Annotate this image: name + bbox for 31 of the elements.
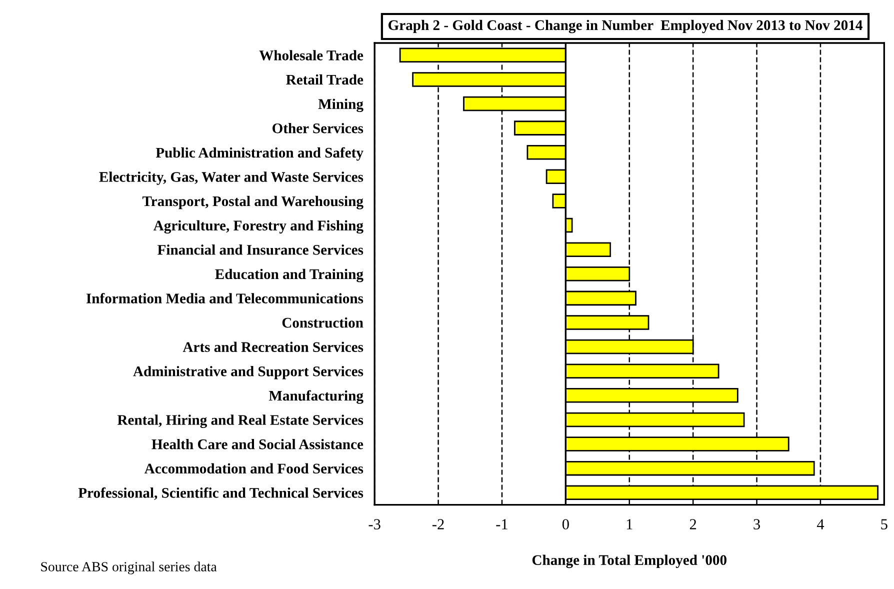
- x-tick-label: -2: [432, 519, 444, 530]
- y-tick-label: Manufacturing: [268, 390, 364, 404]
- y-tick-label: Mining: [318, 98, 364, 112]
- x-tick-label: -1: [496, 519, 508, 530]
- x-tick-label: 5: [881, 519, 888, 530]
- x-tick-label: 3: [754, 519, 760, 530]
- chart-title: Graph 2 - Gold Coast - Change in Number Employed Nov 2013 to Nov 2014: [388, 20, 862, 34]
- y-tick-label: Retail Trade: [286, 74, 364, 85]
- y-tick-label: Agriculture, Forestry and Fishing: [154, 220, 364, 234]
- x-tick-label: 0: [562, 519, 569, 530]
- y-tick-label: Public Administration and Safety: [156, 147, 364, 161]
- source-note: Source ABS original series data: [41, 562, 217, 574]
- x-tick-label: 4: [816, 519, 824, 530]
- y-tick-label: Transport, Postal and Warehousing: [142, 196, 364, 210]
- x-axis-title: Change in Total Employed '000: [532, 554, 726, 568]
- y-tick-label: Electricity, Gas, Water and Waste Services: [99, 172, 364, 185]
- y-tick-label: Information Media and Telecommunications: [86, 292, 364, 304]
- y-tick-label: Construction: [282, 317, 364, 328]
- y-tick-label: Arts and Recreation Services: [182, 342, 364, 352]
- y-tick-label: Health Care and Social Assistance: [152, 438, 364, 450]
- y-tick-label: Accommodation and Food Services: [144, 463, 364, 474]
- y-tick-label: Financial and Insurance Services: [158, 244, 364, 255]
- x-tick-label: 1: [626, 519, 632, 530]
- y-tick-label: Other Services: [272, 123, 364, 134]
- y-tick-label: Rental, Hiring and Real Estate Services: [117, 414, 364, 428]
- y-tick-label: Administrative and Support Services: [133, 366, 364, 380]
- y-tick-label: Professional, Scientific and Technical Services: [78, 487, 364, 500]
- y-tick-label: Wholesale Trade: [259, 50, 364, 60]
- y-tick-label: Education and Training: [215, 268, 364, 282]
- x-tick-label: 2: [690, 519, 696, 530]
- x-tick-label: -3: [368, 519, 380, 530]
